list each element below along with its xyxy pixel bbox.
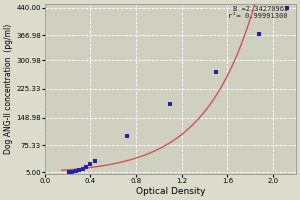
Point (73, 169, 78, 172)
Point (124, 135, 129, 138)
Point (77, 169, 82, 172)
Point (214, 70, 218, 74)
Point (284, 6, 289, 10)
Point (93, 159, 98, 162)
Text: B =2.34270963
r²= 0.99991300: B =2.34270963 r²= 0.99991300 (229, 6, 288, 19)
Point (257, 33, 262, 36)
Point (70, 170, 75, 173)
X-axis label: Optical Density: Optical Density (136, 187, 205, 196)
Point (83, 166, 88, 169)
Y-axis label: Dog ANG-II concentration  (pg/ml): Dog ANG-II concentration (pg/ml) (4, 24, 13, 154)
Point (66, 170, 71, 174)
Point (168, 103, 173, 106)
Point (88, 163, 93, 166)
Point (80, 167, 85, 171)
